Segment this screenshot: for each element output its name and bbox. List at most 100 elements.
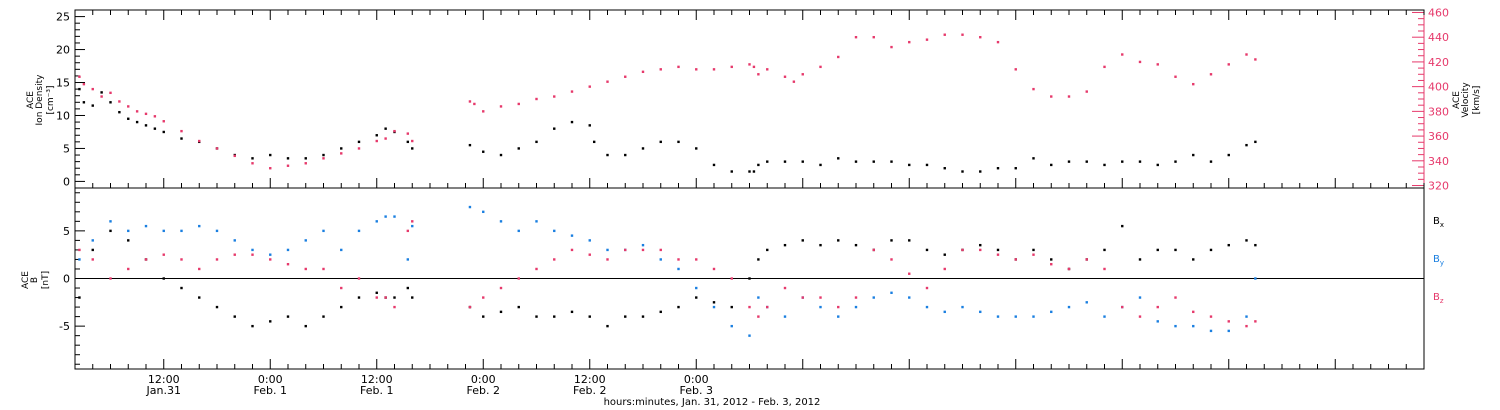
density-point (1209, 160, 1213, 163)
velocity-ytick-label: 360 (1428, 130, 1449, 143)
density-ytick-label: 10 (56, 109, 70, 122)
velocity-point (925, 38, 929, 41)
bz-point (890, 258, 893, 261)
bx-point (943, 253, 946, 256)
bz-point (535, 267, 538, 271)
density-point (406, 140, 410, 144)
by-point (535, 220, 538, 223)
density-point (783, 160, 787, 163)
bz-series (78, 220, 1257, 328)
top-left-ylabel-line1: ACE (26, 91, 36, 109)
b-ytick-label: 5 (63, 225, 70, 238)
by-point (837, 315, 840, 318)
by-point (1245, 315, 1248, 318)
x-axis-title: hours:minutes, Jan. 31, 2012 - Feb. 3, 2… (604, 397, 821, 408)
by-point (127, 229, 130, 233)
by-point (606, 248, 609, 252)
by-point (251, 248, 254, 252)
velocity-ytick-label: 320 (1428, 180, 1449, 193)
by-point (588, 239, 591, 242)
density-point (482, 150, 485, 153)
bx-point (1156, 248, 1159, 252)
velocity-point (82, 82, 86, 86)
density-point (162, 130, 165, 134)
velocity-point (304, 162, 307, 165)
by-point (304, 239, 307, 242)
velocity-point (135, 110, 139, 113)
velocity-point (1209, 73, 1213, 76)
density-point (82, 101, 86, 104)
velocity-point (553, 95, 556, 98)
by-point (553, 229, 556, 233)
bx-point (553, 315, 556, 318)
velocity-point (854, 35, 858, 39)
velocity-point (482, 110, 485, 113)
by-point (979, 310, 982, 314)
density-point (695, 147, 698, 150)
x-tick-label-date: Feb. 1 (360, 384, 393, 397)
velocity-point (757, 73, 760, 76)
bx-point (1032, 248, 1035, 252)
density-point (1103, 163, 1106, 167)
top-left-ylabel-line3: [cm⁻³] (46, 85, 56, 114)
density-point (1067, 160, 1071, 163)
density-ytick-label: 0 (63, 175, 70, 188)
b-ytick-label: -5 (59, 320, 70, 333)
density-point (135, 120, 139, 124)
by-point (109, 220, 112, 223)
bz-point (553, 258, 556, 261)
velocity-point (979, 35, 982, 39)
velocity-ytick-label: 440 (1428, 31, 1449, 44)
density-point (357, 140, 361, 144)
velocity-point (1227, 63, 1230, 66)
density-point (996, 167, 1000, 170)
by-point (730, 324, 733, 328)
bx-point (482, 315, 485, 318)
velocity-point (78, 75, 81, 78)
velocity-point (766, 68, 769, 71)
x-tick-label-time: 12:00 (361, 373, 393, 386)
velocity-point (1138, 60, 1142, 64)
by-point (1254, 277, 1257, 280)
x-tick-label-date: Feb. 3 (680, 384, 713, 397)
by-point (1209, 329, 1213, 333)
by-point (943, 310, 946, 314)
bx-point (1192, 258, 1195, 261)
velocity-point (517, 102, 520, 106)
density-point (535, 140, 538, 144)
bx-point (712, 301, 716, 304)
legend-bz: Bz (1433, 292, 1444, 305)
bx-point (91, 248, 94, 252)
bx-point (286, 315, 290, 318)
by-point (1032, 315, 1035, 318)
bz-point (659, 248, 662, 252)
bz-point (766, 305, 769, 309)
density-ytick-label: 20 (56, 44, 70, 57)
x-tick-label-date: Feb. 2 (573, 384, 606, 397)
bz-point (340, 286, 343, 290)
bx-point (837, 239, 840, 242)
bz-point (979, 248, 982, 252)
by-point (659, 258, 662, 261)
by-point (1014, 315, 1017, 318)
velocity-point (322, 157, 325, 160)
velocity-point (748, 63, 751, 66)
by-point (1138, 296, 1142, 299)
by-point (357, 229, 361, 233)
density-point (659, 140, 662, 144)
by-point (198, 224, 201, 228)
bx-point (180, 286, 183, 290)
bx-point (233, 315, 236, 318)
bx-point (783, 243, 787, 247)
density-point (872, 160, 875, 163)
by-point (215, 229, 219, 233)
x-tick-label-date: Feb. 1 (254, 384, 287, 397)
by-point (1067, 305, 1071, 309)
density-point (1192, 153, 1195, 157)
bz-point (783, 286, 787, 290)
bz-point (499, 286, 503, 290)
density-point (153, 127, 157, 130)
bx-point (606, 324, 609, 328)
density-point (890, 160, 893, 163)
bz-point (1209, 315, 1213, 318)
